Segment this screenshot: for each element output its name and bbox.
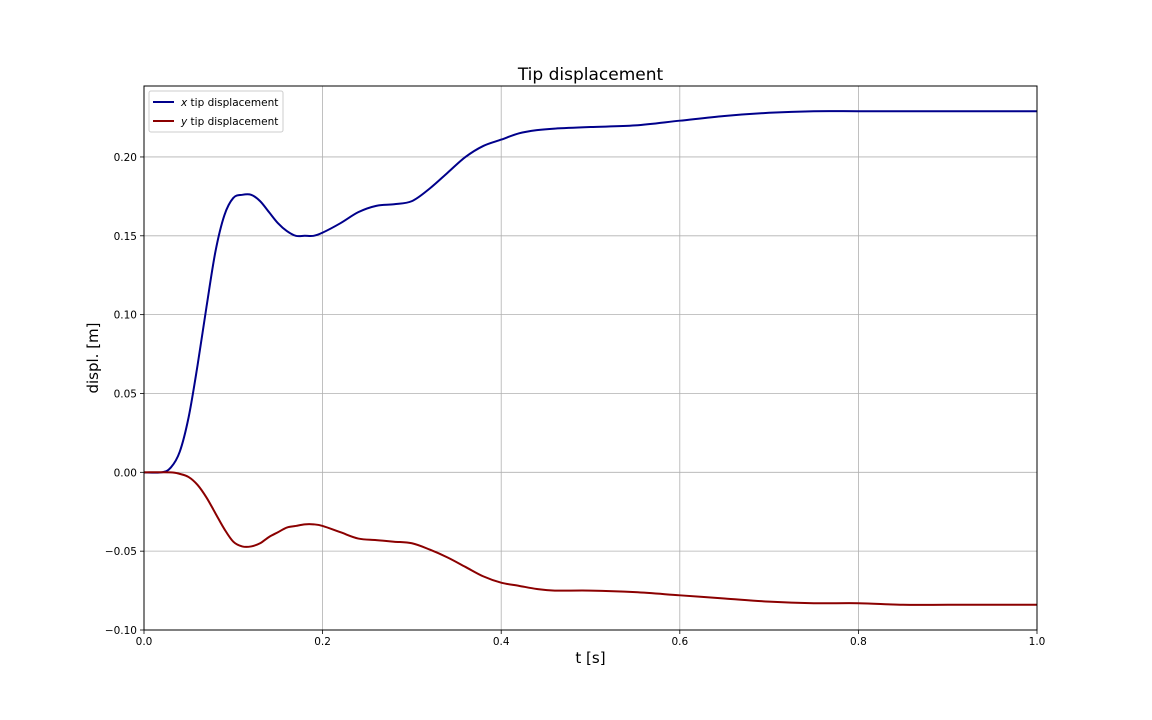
x-tip-displacement-line [143, 110, 1037, 474]
x-tick-label: 0.6 [671, 636, 688, 648]
y-tick-label: 0.00 [114, 467, 137, 479]
y-tick-label: −0.10 [105, 625, 137, 637]
y-tick-label: 0.20 [114, 152, 137, 164]
legend-box [148, 90, 284, 133]
legend-label-x: x tip displacement [180, 97, 278, 109]
x-tick-label: 0.2 [314, 636, 331, 648]
y-tick-label: 0.15 [114, 231, 137, 243]
x-tick-label: 1.0 [1029, 636, 1046, 648]
plot-frame [143, 85, 1038, 631]
chart-title: Tip displacement [517, 65, 664, 85]
y-tick-label: −0.05 [105, 546, 137, 558]
legend: x tip displacement y tip displacement [148, 90, 284, 133]
series-layer [143, 110, 1037, 606]
y-axis-label: displ. [m] [84, 322, 102, 393]
y-tick-label: 0.10 [114, 310, 137, 322]
x-tick-label: 0.0 [136, 636, 153, 648]
grid-layer [143, 86, 1038, 631]
y-tick-label: 0.05 [114, 388, 137, 400]
legend-label-y: y tip displacement [180, 116, 278, 128]
tick-layer: 0.0 0.2 0.4 0.6 0.8 1.0 −0.10 −0.05 0.00 0.05 0.10… [105, 152, 1046, 648]
y-tip-displacement-line [143, 471, 1037, 606]
x-axis-label: t [s] [575, 649, 605, 667]
x-tick-label: 0.4 [493, 636, 510, 648]
x-tick-label: 0.8 [850, 636, 867, 648]
